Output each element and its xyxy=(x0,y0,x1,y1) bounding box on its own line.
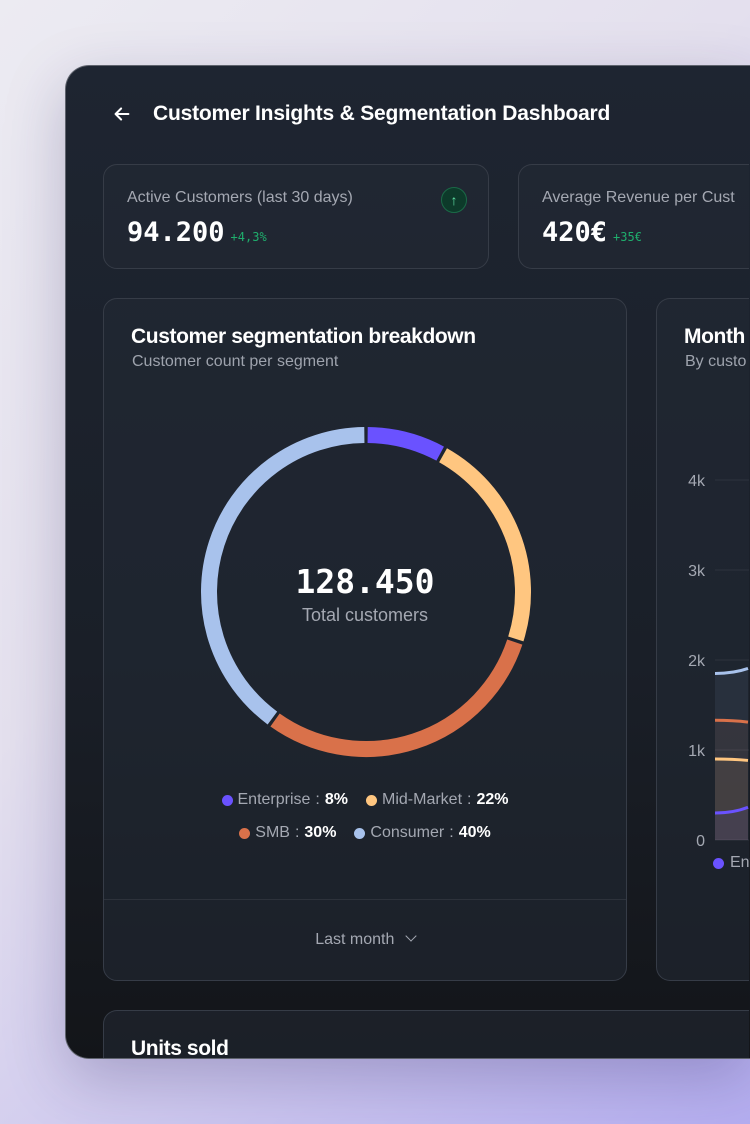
card-subtitle: By custo xyxy=(685,353,747,370)
card-title: Month xyxy=(684,325,745,348)
card-title: Units sold xyxy=(131,1037,229,1060)
series-area xyxy=(715,668,748,840)
kpi-label: Active Customers (last 30 days) xyxy=(127,189,353,206)
units-sold-card: Units sold xyxy=(103,1010,749,1060)
y-tick-label: 1k xyxy=(688,743,706,760)
chevron-down-icon xyxy=(405,930,417,942)
monthly-card: Month By custo 01k2k3k4kJan Ent xyxy=(656,298,750,981)
y-tick-label: 0 xyxy=(696,833,705,850)
series-line xyxy=(714,718,749,724)
series-line xyxy=(714,667,749,675)
kpi-delta: +35€ xyxy=(613,230,642,244)
total-value: 128.450 xyxy=(295,562,435,601)
kpi-average-revenue: Average Revenue per Cust 420€ +35€ xyxy=(518,164,749,269)
divider xyxy=(104,899,626,900)
arrow-left-icon[interactable] xyxy=(111,103,133,125)
legend-dot xyxy=(354,827,366,839)
total-label: Total customers xyxy=(301,605,429,625)
donut-legend: Enterprise:8% Mid-Market:22% xyxy=(104,791,626,809)
period-dropdown[interactable]: Last month xyxy=(104,930,626,949)
area-chart: 01k2k3k4kJan xyxy=(688,473,749,869)
arrow-up-icon: ↑ xyxy=(441,187,467,213)
series-line xyxy=(714,805,749,815)
segmentation-card: Customer segmentation breakdown Customer… xyxy=(103,298,627,981)
kpi-value: 420€ +35€ xyxy=(542,217,642,248)
series-line xyxy=(714,757,749,762)
series-area xyxy=(715,807,748,840)
legend-dot xyxy=(221,794,233,806)
y-tick-label: 2k xyxy=(688,653,706,670)
legend-item-enterprise: Enterprise:8% xyxy=(221,791,348,809)
page-header: Customer Insights & Segmentation Dashboa… xyxy=(111,102,610,126)
donut-slice-smb xyxy=(270,639,523,757)
donut-slice-consumer xyxy=(201,427,365,725)
donut-chart xyxy=(201,427,531,757)
card-title: Customer segmentation breakdown xyxy=(131,325,476,348)
legend-item-smb: SMB:30% xyxy=(239,824,336,842)
y-tick-label: 4k xyxy=(688,473,706,490)
legend-dot xyxy=(713,857,724,869)
series-area xyxy=(715,759,748,840)
donut-legend-row-2: SMB:30% Consumer:40% xyxy=(104,824,626,842)
kpi-active-customers: Active Customers (last 30 days) ↑ 94.200… xyxy=(103,164,489,269)
legend-item-consumer: Consumer:40% xyxy=(354,824,491,842)
page-title: Customer Insights & Segmentation Dashboa… xyxy=(153,102,611,125)
legend-dot xyxy=(366,794,377,806)
kpi-value: 94.200 +4,3% xyxy=(127,217,267,248)
legend-item-enterprise: Ent xyxy=(713,854,750,872)
legend-dot xyxy=(239,827,251,839)
y-tick-label: 3k xyxy=(688,563,706,580)
app-window: Customer Insights & Segmentation Dashboa… xyxy=(65,65,750,1060)
donut-slice-mid-market xyxy=(439,448,531,642)
card-subtitle: Customer count per segment xyxy=(132,353,339,370)
legend-item-mid-market: Mid-Market:22% xyxy=(366,791,509,809)
donut-slice-enterprise xyxy=(367,427,444,461)
kpi-label: Average Revenue per Cust xyxy=(542,189,735,206)
kpi-delta: +4,3% xyxy=(230,230,267,244)
